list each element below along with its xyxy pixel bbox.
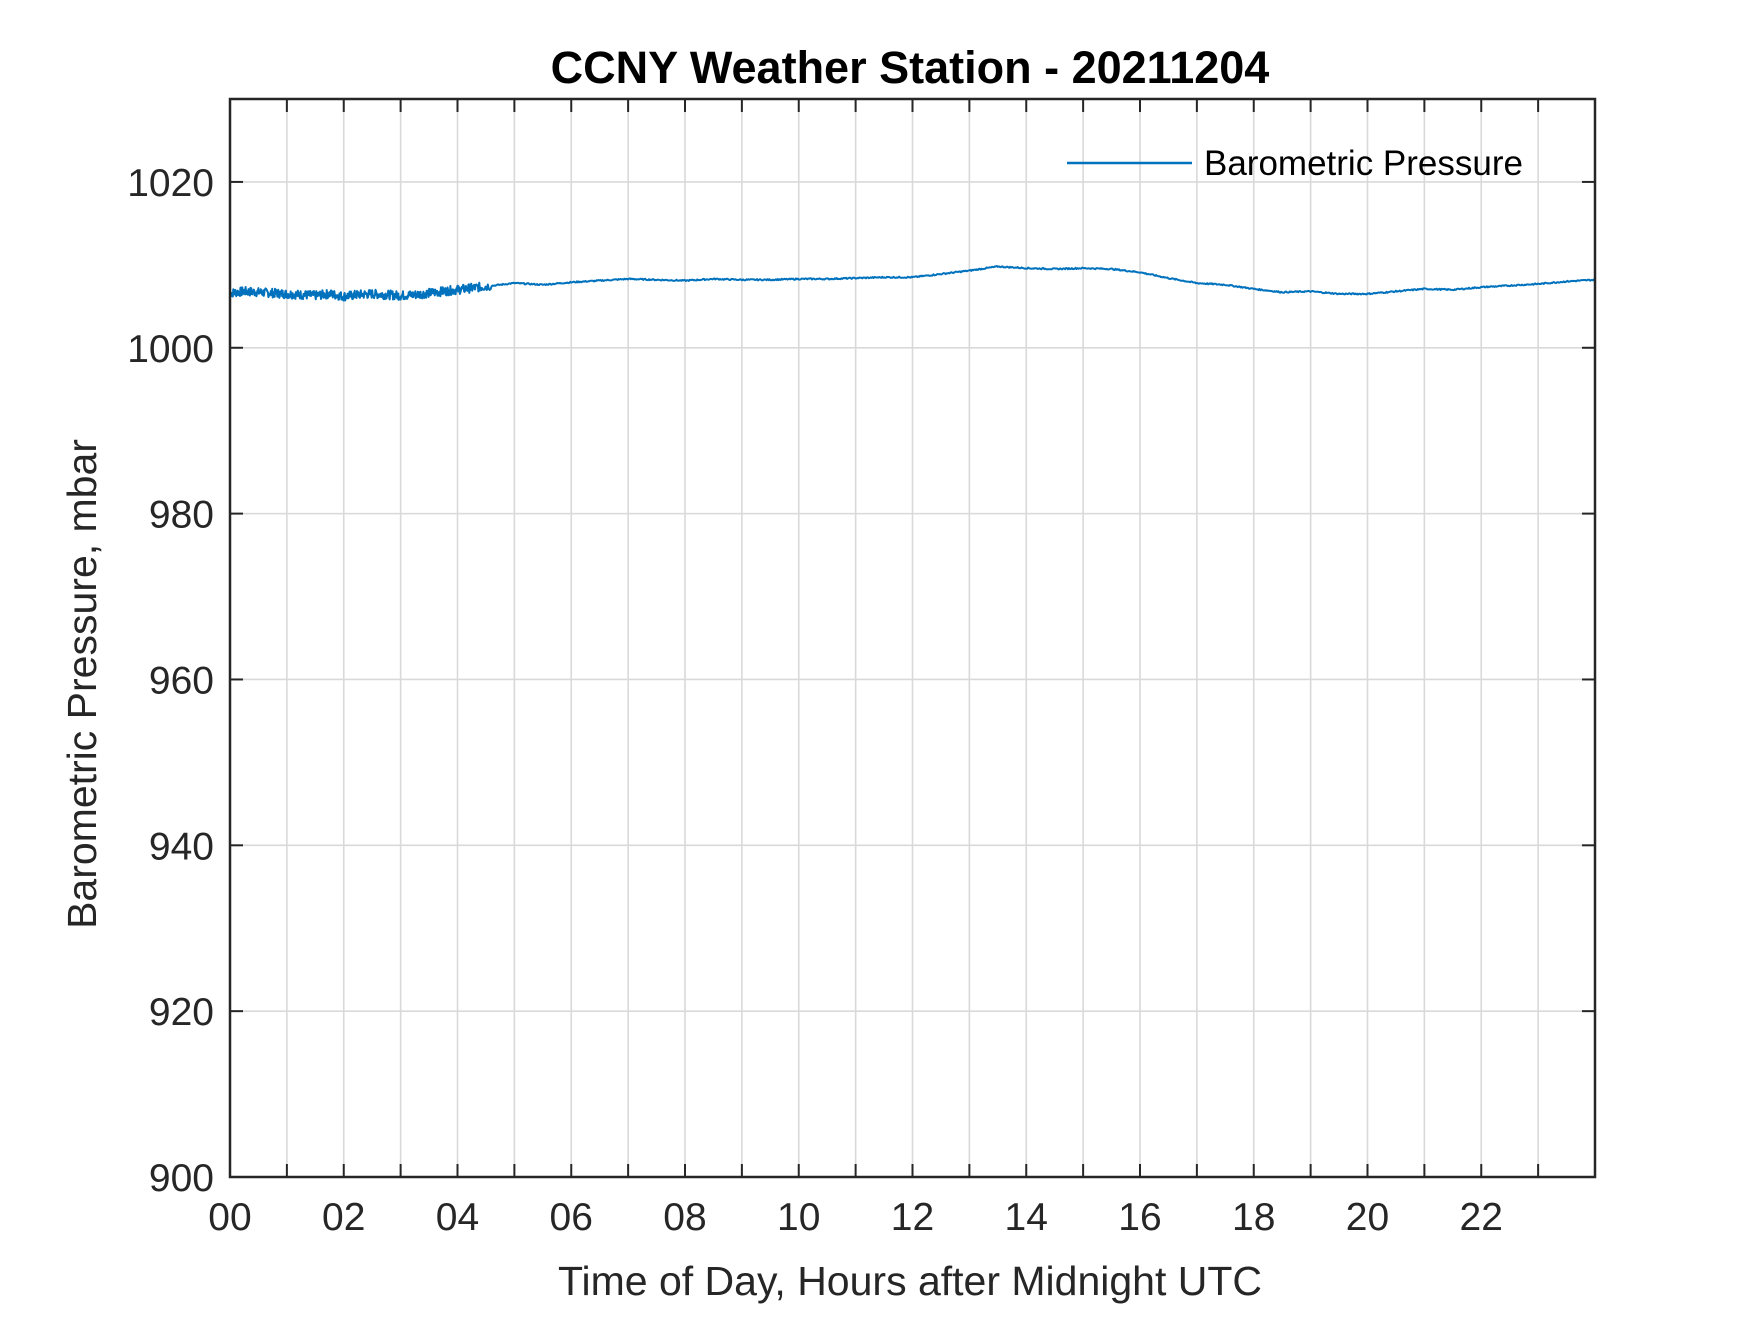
y-tick-labels: 900 920 940 960 980 1000 1020 (127, 162, 214, 1200)
x-tick-label: 04 (436, 1196, 479, 1239)
y-tick-label: 940 (149, 825, 214, 868)
x-tick-label: 08 (663, 1196, 706, 1239)
y-tick-label: 960 (149, 659, 214, 702)
legend: Barometric Pressure (1067, 144, 1523, 183)
tick-marks (230, 99, 1595, 1178)
x-tick-label: 16 (1118, 1196, 1161, 1239)
x-tick-labels: 00 02 04 06 08 10 12 14 16 18 20 22 (208, 1196, 1503, 1239)
x-tick-label: 14 (1005, 1196, 1048, 1239)
y-tick-label: 1000 (127, 328, 214, 371)
y-tick-label: 1020 (127, 162, 214, 205)
series-line-barometric-pressure (229, 265, 1596, 302)
x-tick-label: 22 (1460, 1196, 1503, 1239)
y-tick-label: 920 (149, 991, 214, 1034)
y-tick-label: 900 (149, 1157, 214, 1200)
series-layer (229, 265, 1596, 302)
x-tick-label: 02 (322, 1196, 365, 1239)
x-axis-label: Time of Day, Hours after Midnight UTC (558, 1258, 1262, 1304)
grid-lines (230, 99, 1595, 1177)
x-tick-label: 12 (891, 1196, 934, 1239)
x-tick-label: 20 (1346, 1196, 1389, 1239)
legend-label: Barometric Pressure (1204, 144, 1523, 183)
x-tick-label: 10 (777, 1196, 820, 1239)
chart-title: CCNY Weather Station - 20211204 (551, 42, 1270, 93)
x-tick-label: 06 (550, 1196, 593, 1239)
x-tick-label: 18 (1232, 1196, 1275, 1239)
y-axis-label: Barometric Pressure, mbar (59, 439, 105, 929)
y-tick-label: 980 (149, 494, 214, 537)
x-tick-label: 00 (208, 1196, 251, 1239)
